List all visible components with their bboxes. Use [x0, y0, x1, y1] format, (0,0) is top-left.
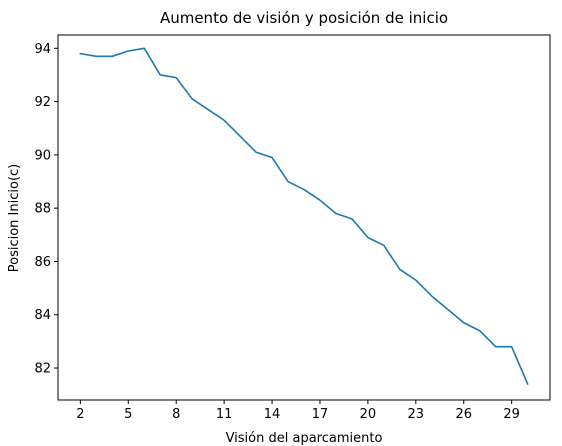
y-tick-label: 82	[34, 362, 51, 377]
x-axis-label: Visión del aparcamiento	[226, 431, 383, 446]
x-tick-label: 2	[76, 407, 84, 422]
x-tick-label: 14	[264, 407, 281, 422]
y-tick-label: 90	[34, 148, 51, 163]
plot-area: 2 5 8 11 14 17 20 23 26 29 82 84 86 88 90 92 94	[34, 34, 551, 422]
y-tick-label: 94	[34, 42, 51, 57]
y-tick-label: 88	[34, 202, 51, 217]
x-tick-label: 29	[503, 407, 520, 422]
x-tick-label: 5	[124, 407, 132, 422]
axes-frame	[57, 34, 551, 401]
y-tick-label: 86	[34, 255, 51, 270]
y-axis-label: Posicion Inicio(c)	[7, 164, 22, 273]
x-tick-label: 20	[360, 407, 377, 422]
x-tick-label: 23	[408, 407, 425, 422]
x-tick-label: 26	[455, 407, 472, 422]
chart-title: Aumento de visión y posición de inicio	[160, 9, 448, 27]
x-tick-label: 17	[312, 407, 329, 422]
series-line-0	[79, 47, 529, 386]
y-tick-label: 84	[34, 308, 51, 323]
x-tick-label: 11	[216, 407, 233, 422]
x-tick-label: 8	[172, 407, 180, 422]
y-tick-label: 92	[34, 95, 51, 110]
